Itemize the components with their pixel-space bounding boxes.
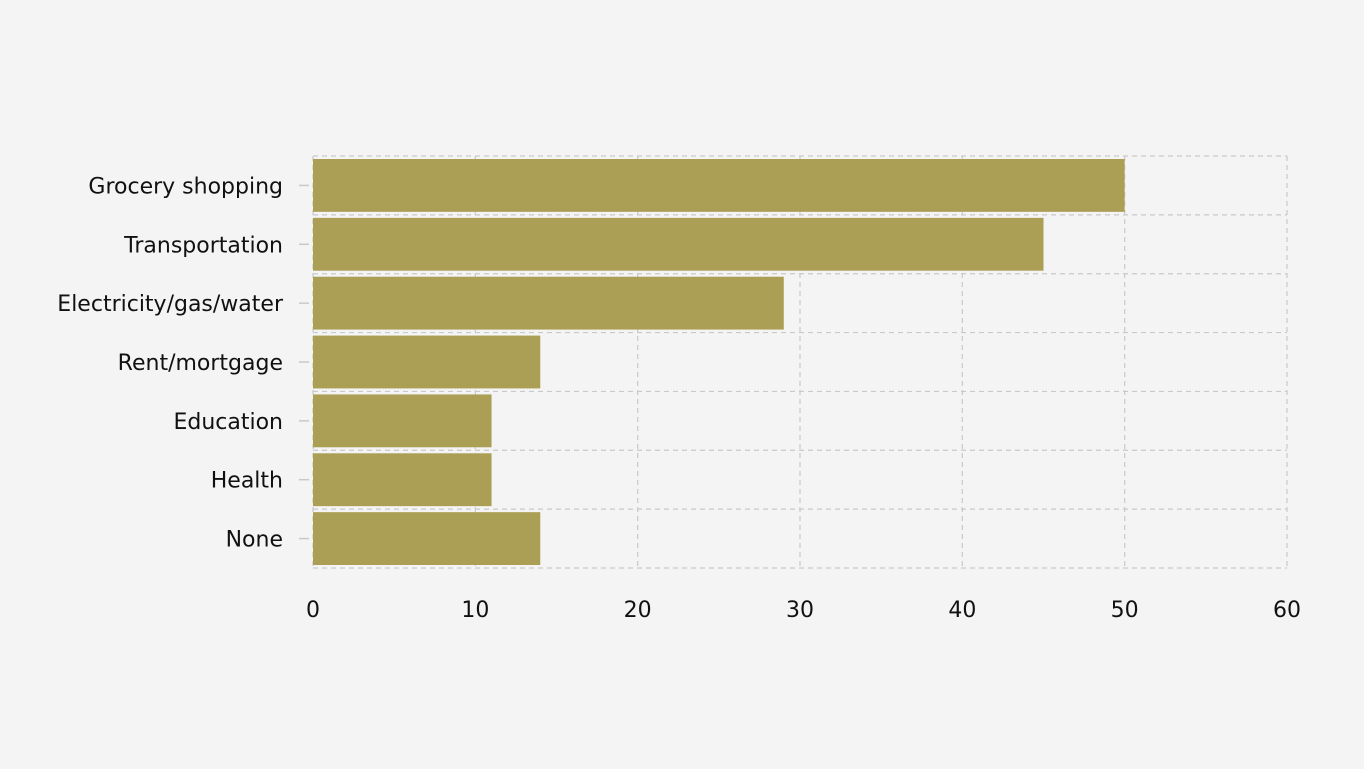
y-tick-label: Transportation (123, 233, 283, 258)
bar (313, 453, 492, 507)
bar (313, 512, 541, 565)
x-tick-label: 10 (461, 598, 489, 623)
y-tick-label: Education (173, 410, 283, 435)
bar (313, 394, 492, 448)
y-axis: Grocery shopping Transportation Electricit… (57, 174, 309, 553)
x-tick-label: 50 (1111, 598, 1139, 623)
y-tick-label: Electricity/gas/water (57, 292, 284, 317)
x-axis: 0 10 20 30 40 50 60 (306, 598, 1301, 623)
y-tick-label: Rent/mortgage (118, 351, 283, 376)
bar (313, 276, 784, 330)
y-tick-label: Health (211, 469, 283, 494)
x-tick-label: 60 (1273, 598, 1301, 623)
y-tick-label: Grocery shopping (88, 174, 283, 199)
y-tick-label: None (226, 528, 283, 553)
bar (313, 335, 541, 389)
bar (313, 217, 1044, 271)
bar (313, 159, 1125, 212)
bars (313, 159, 1125, 565)
x-tick-label: 40 (948, 598, 976, 623)
x-tick-label: 20 (624, 598, 652, 623)
grid-lines (312, 155, 1288, 569)
x-tick-label: 0 (306, 598, 320, 623)
x-tick-label: 30 (786, 598, 814, 623)
